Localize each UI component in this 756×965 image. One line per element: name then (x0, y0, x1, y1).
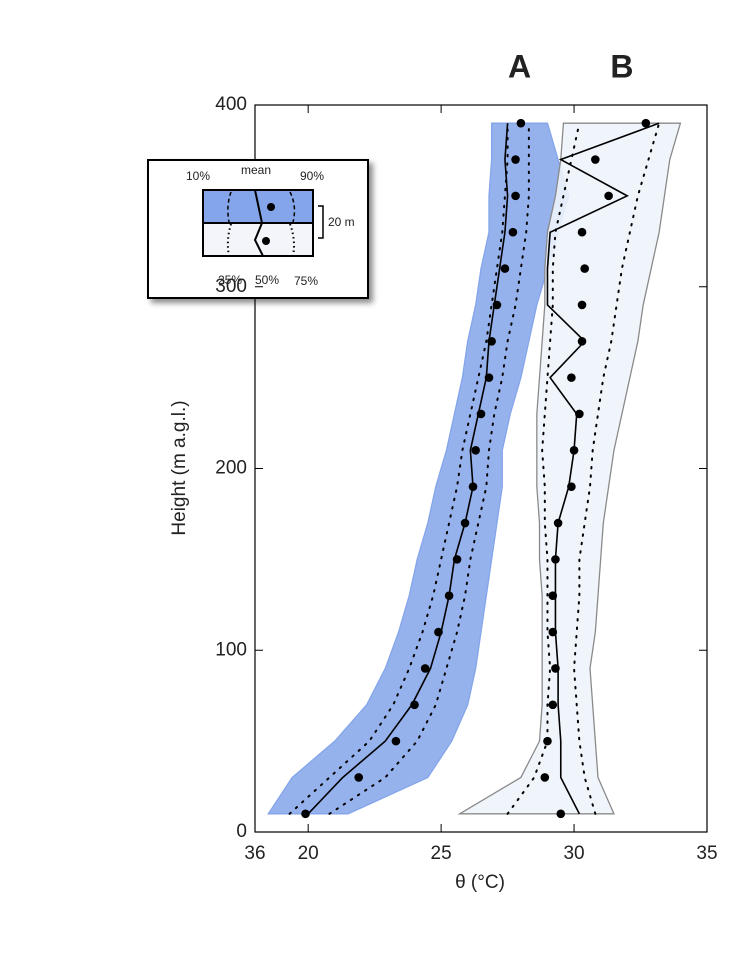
y-axis-label: Height (m a.g.l.) (169, 400, 190, 535)
median-dot (540, 773, 550, 782)
mean-line (546, 122, 660, 815)
inset-label: 10% (186, 169, 210, 183)
median-dot (460, 518, 470, 528)
median-dot (641, 118, 651, 128)
x-tick-label: 20 (298, 843, 319, 864)
y-tick-label: 0 (236, 821, 247, 842)
median-dot (516, 118, 526, 128)
median-dot (511, 191, 520, 201)
median-dot (553, 518, 563, 528)
median-dot (575, 409, 584, 419)
inset-lower-bin (202, 222, 314, 257)
median-dot (484, 373, 494, 382)
median-dot (567, 482, 576, 491)
median-dot (301, 809, 310, 819)
median-dot (543, 736, 552, 746)
median-dot (471, 446, 480, 455)
inset-bracket (318, 205, 324, 239)
median-dot (591, 155, 600, 164)
median-dot (410, 700, 419, 710)
inset-label: 75% (294, 274, 318, 288)
inset-dot (267, 203, 275, 211)
median-dot (468, 482, 478, 491)
inset-label: 25% (218, 273, 242, 287)
median-dot (492, 300, 502, 310)
x-axis-label: θ (°C) (455, 872, 505, 893)
median-dot (567, 373, 576, 382)
median-dot (577, 227, 587, 237)
median-dot (548, 627, 558, 637)
x-tick-label: 30 (563, 843, 584, 864)
inset-label: 20 m (328, 215, 355, 229)
median-dot (444, 591, 454, 601)
median-dot (577, 336, 587, 346)
y-tick-label: 100 (215, 639, 247, 660)
y-tick-label: 400 (215, 94, 247, 115)
mean-line (307, 123, 509, 815)
quartile-line (328, 122, 530, 815)
median-dot (487, 336, 496, 346)
median-dot (476, 409, 486, 419)
median-dot (569, 446, 579, 455)
percentile-band (457, 122, 682, 815)
quartile-line (573, 122, 661, 815)
median-dot (508, 227, 518, 237)
median-dot (452, 555, 462, 564)
y-tick-label: 200 (215, 458, 247, 479)
median-dot (354, 773, 363, 782)
quartile-line (506, 122, 581, 815)
inset-legend: 10% mean 90% 20 m 25% 50% 75% (147, 159, 369, 299)
x-tick-label: 25 (431, 843, 452, 864)
inset-outer-lines (227, 191, 296, 223)
median-dot (556, 809, 566, 819)
median-dot (548, 700, 558, 710)
median-dot (434, 627, 443, 637)
median-dot (511, 155, 520, 164)
plot-area (267, 118, 682, 819)
inset-label: 90% (300, 169, 324, 183)
median-dot (577, 300, 587, 310)
median-dot (420, 664, 430, 673)
inset-label: mean (241, 163, 271, 177)
median-dot (548, 591, 558, 601)
percentile-band (267, 122, 570, 815)
panel-label: B (610, 48, 633, 84)
x-tick-label: 35 (696, 843, 717, 864)
median-dot (551, 664, 560, 673)
median-dot (551, 555, 560, 564)
panel-label: A (508, 48, 531, 84)
y-tick-label: 300 (215, 276, 247, 297)
median-dot (391, 736, 401, 746)
median-dot (500, 264, 510, 273)
inset-label: 50% (255, 273, 279, 287)
median-dot (604, 191, 613, 201)
x-tick-label: 36 (244, 843, 265, 864)
median-dot (580, 264, 589, 273)
inset-dot (262, 237, 270, 245)
inset-mean-line (253, 189, 264, 257)
